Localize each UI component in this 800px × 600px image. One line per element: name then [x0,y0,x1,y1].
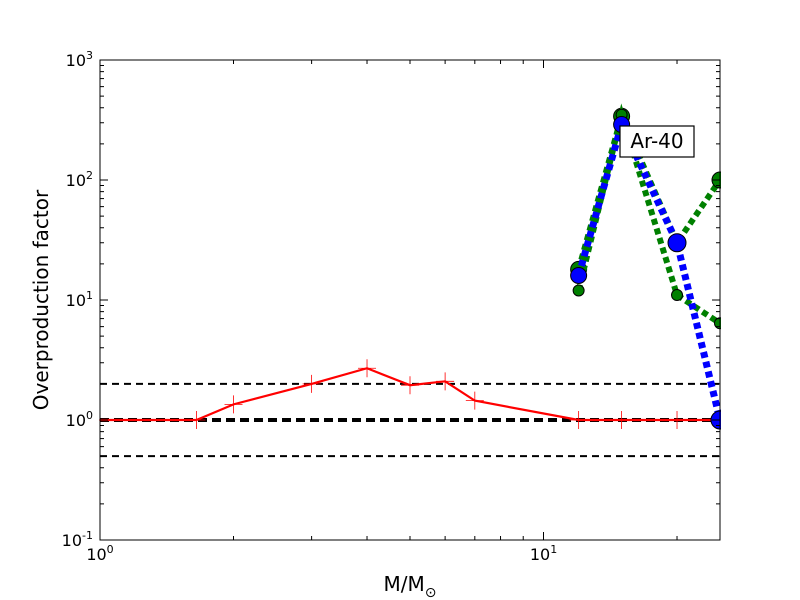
series-2 [572,103,721,330]
series-3-point-2 [667,233,687,253]
series-0-point-2 [224,395,243,414]
y-tick-label-3: 102 [66,169,93,190]
series-3-line [575,114,721,421]
y-tick-label-4: 103 [66,49,93,70]
series-1-line [575,107,721,271]
y-tick-label-0: 10-1 [62,529,93,550]
series-0-line [100,367,720,422]
series-2-line [575,103,721,326]
y-tick-label-1: 100 [66,409,93,430]
series-0-point-7 [465,391,484,410]
y-axis-label: Overproduction factor [29,189,53,410]
series-3-point-0 [570,267,588,285]
axis-labels: M/M⊙ Overproduction factor [29,189,436,600]
series-0-point-4 [358,359,377,378]
annotation-frame [619,125,695,158]
series-0-point-9 [612,411,631,429]
annotation-label: Ar-40 [630,129,683,153]
x-tick-label-0: 100 [86,543,113,564]
plot-area [99,103,721,458]
x-tick-label-1: 101 [530,543,557,564]
series-3 [570,114,721,430]
y-tick-label-2: 101 [66,289,93,310]
annotation-box: Ar-40 [619,125,695,158]
series-0-point-10 [668,411,687,429]
series-2-point-2 [671,289,684,302]
series-0-point-6 [436,372,455,391]
series-0-point-8 [569,411,588,429]
x-axis-label: M/M⊙ [384,572,437,600]
series-0-point-3 [302,374,321,393]
series-0-point-5 [401,376,419,395]
series-2-point-0 [572,284,585,297]
series-0-point-1 [187,411,206,429]
